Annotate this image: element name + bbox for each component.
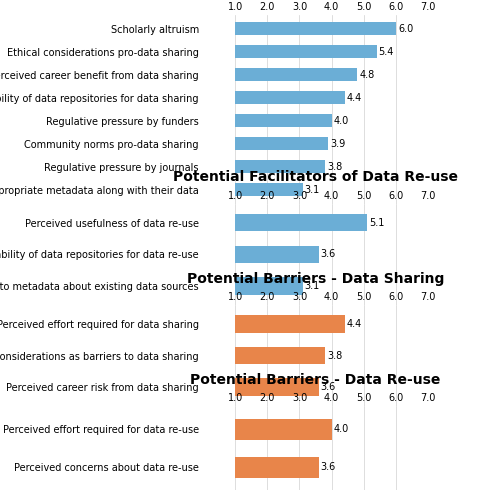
Bar xyxy=(235,184,303,196)
Text: 3.8: 3.8 xyxy=(327,162,343,172)
Bar xyxy=(235,114,332,127)
Bar xyxy=(235,277,303,294)
Bar xyxy=(235,22,396,35)
Bar xyxy=(235,347,325,364)
Text: 3.9: 3.9 xyxy=(330,139,346,149)
Text: 4.4: 4.4 xyxy=(346,93,362,103)
Text: 6.0: 6.0 xyxy=(398,24,413,34)
Bar xyxy=(235,315,345,332)
Bar xyxy=(235,214,367,232)
Bar xyxy=(235,418,332,440)
Title: Potential Facilitators of Data Re-use: Potential Facilitators of Data Re-use xyxy=(173,170,458,184)
Bar xyxy=(235,46,377,58)
Bar xyxy=(235,68,357,81)
Text: 3.8: 3.8 xyxy=(327,350,343,360)
Text: 4.4: 4.4 xyxy=(346,319,362,329)
Text: 5.4: 5.4 xyxy=(379,47,394,57)
Text: 4.8: 4.8 xyxy=(359,70,375,80)
Text: 3.6: 3.6 xyxy=(321,249,336,259)
Text: 3.6: 3.6 xyxy=(321,382,336,392)
Bar xyxy=(235,378,319,396)
Text: 4.0: 4.0 xyxy=(334,116,349,126)
Bar xyxy=(235,92,345,104)
Bar xyxy=(235,160,325,173)
Text: 4.0: 4.0 xyxy=(334,424,349,434)
Title: Potential Barriers - Data Sharing: Potential Barriers - Data Sharing xyxy=(187,272,444,285)
Title: Potential Barriers - Data Re-use: Potential Barriers - Data Re-use xyxy=(191,373,441,387)
Text: 5.1: 5.1 xyxy=(369,218,384,228)
Bar xyxy=(235,138,329,150)
Bar xyxy=(235,246,319,263)
Text: 3.1: 3.1 xyxy=(304,185,320,195)
Text: 3.1: 3.1 xyxy=(304,281,320,291)
Bar xyxy=(235,456,319,477)
Text: 3.6: 3.6 xyxy=(321,462,336,472)
